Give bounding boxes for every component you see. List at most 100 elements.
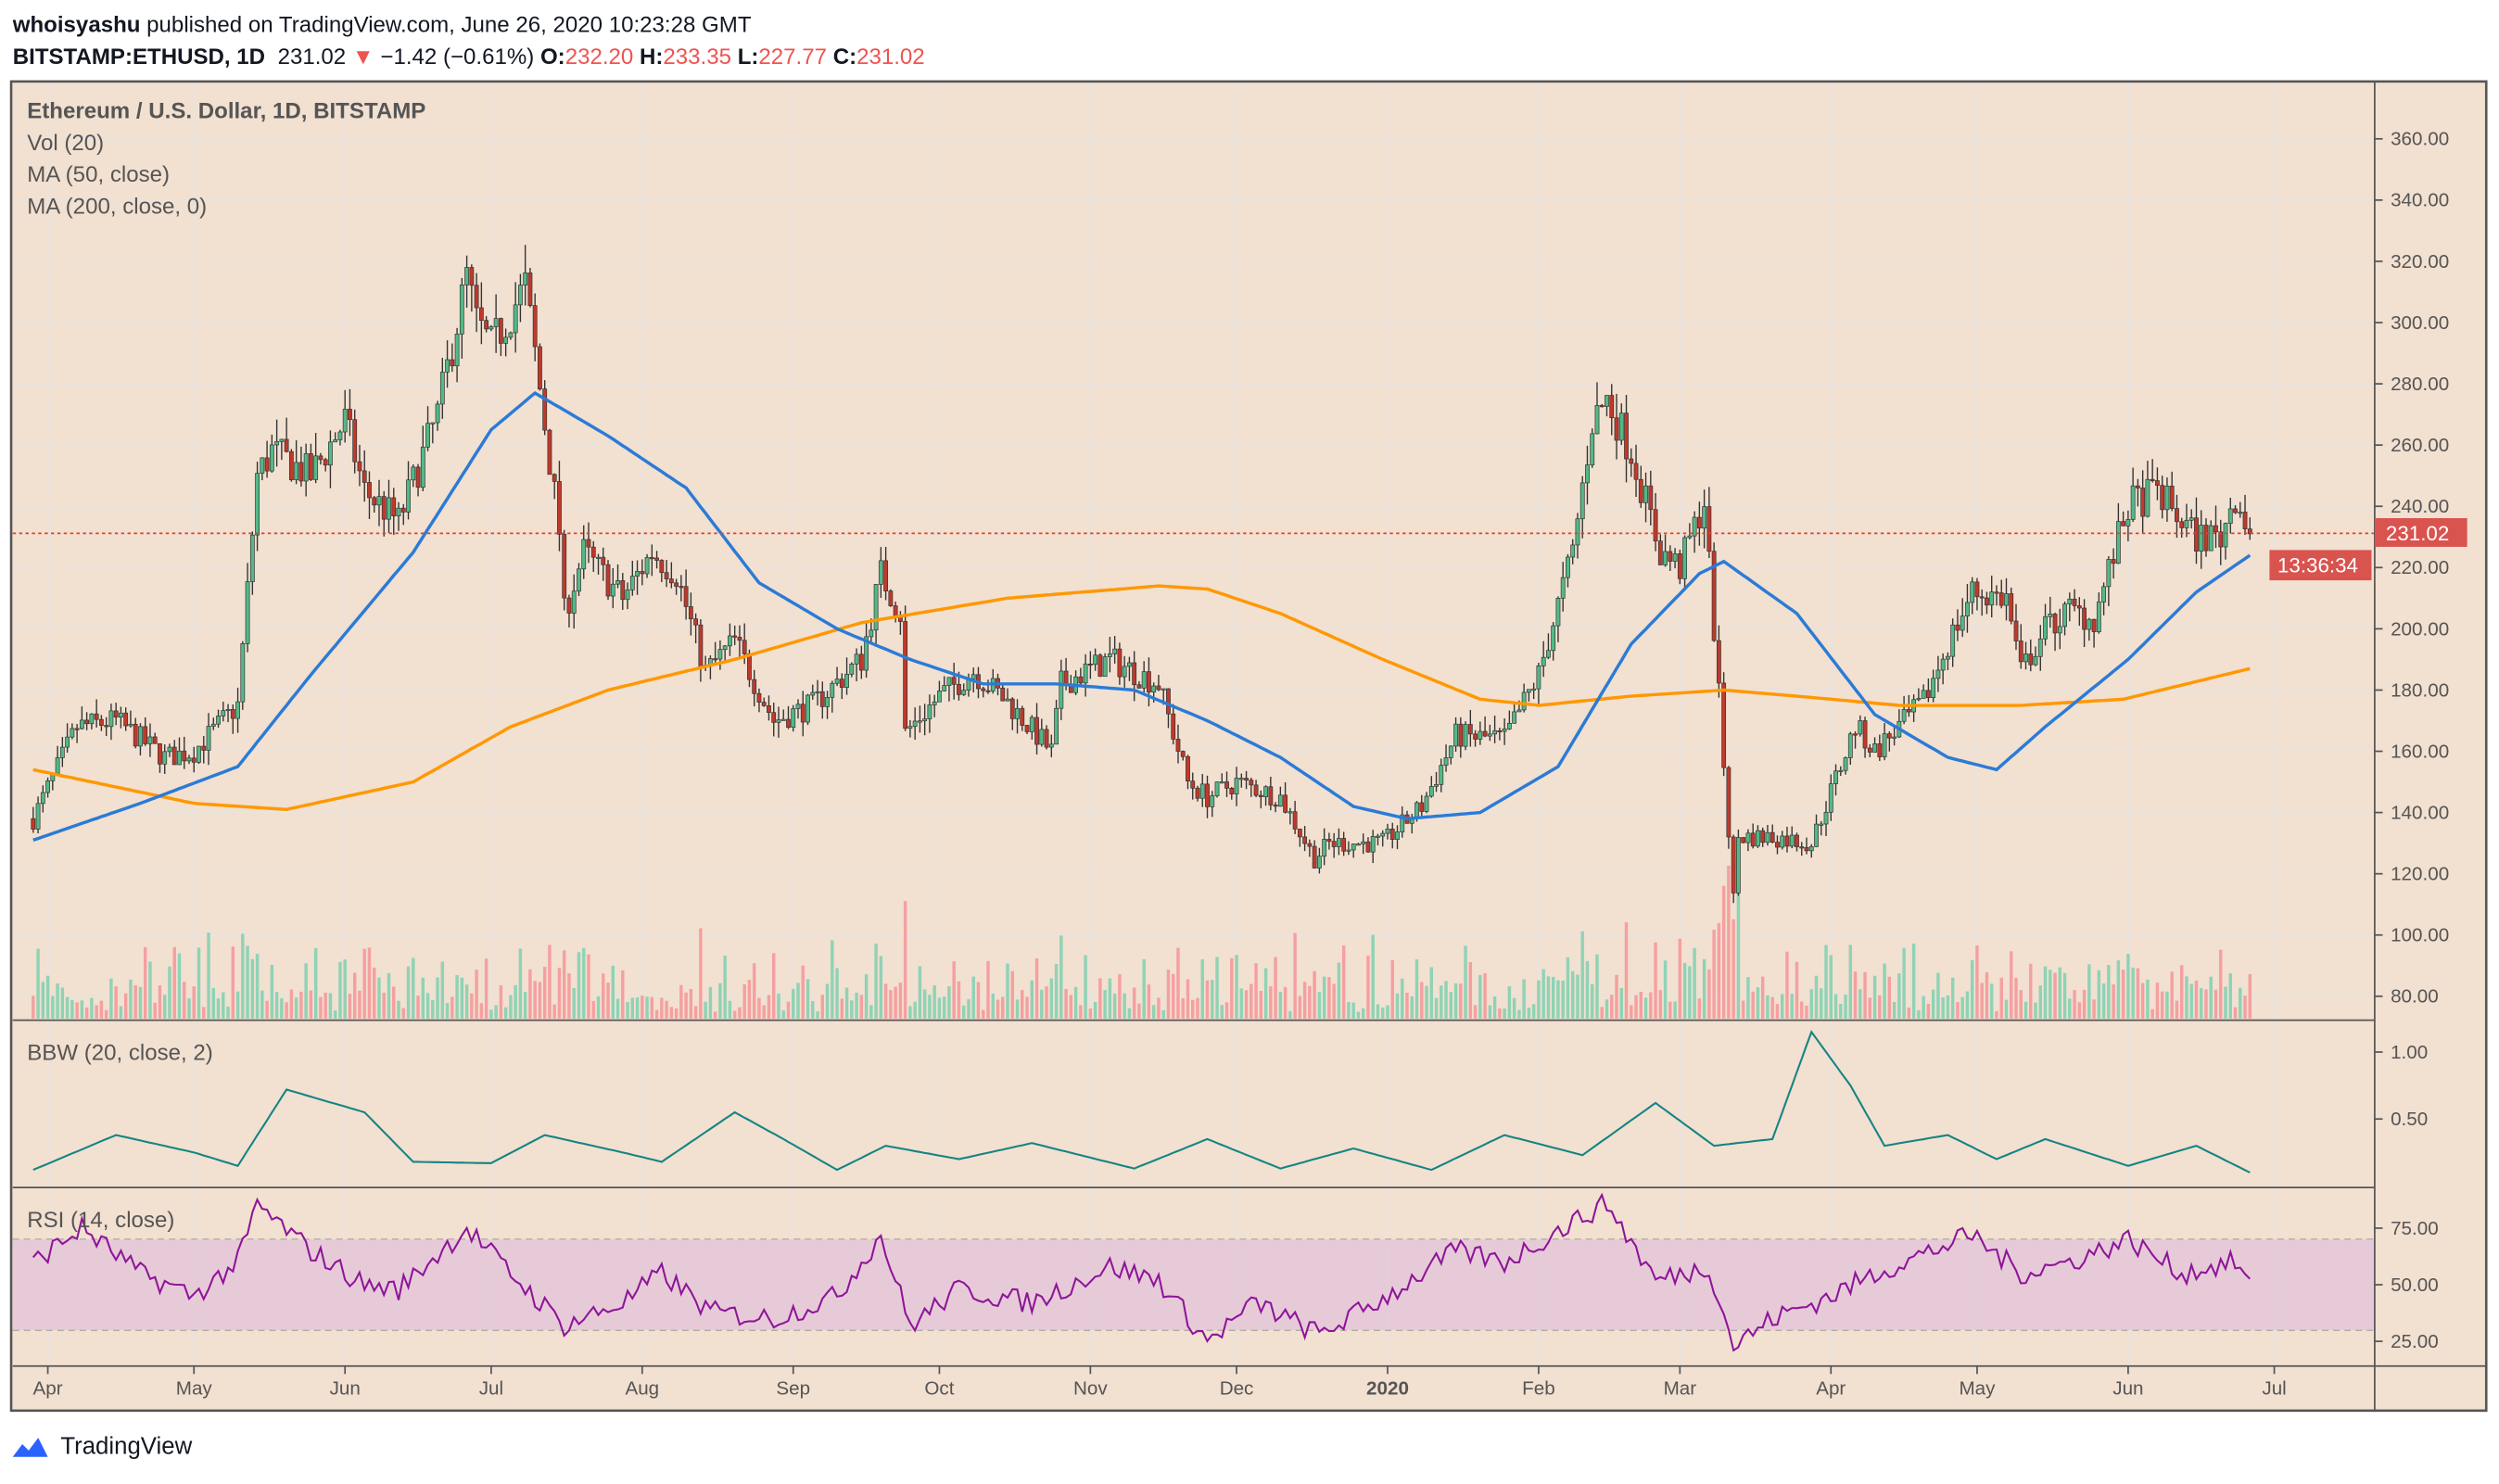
candle-up [1618, 412, 1624, 441]
volume-bar [2204, 989, 2208, 1019]
volume-bar [1351, 1002, 1355, 1019]
legend-ma200[interactable]: MA (200, close, 0) [27, 195, 207, 220]
candle-up [1989, 591, 1995, 606]
candle-down [586, 539, 591, 548]
legend-rsi[interactable]: RSI (14, close) [27, 1208, 174, 1233]
candle-up [225, 708, 231, 712]
candle-up [342, 409, 348, 433]
volume-bar [996, 999, 1000, 1019]
candle-up [235, 701, 240, 719]
candle-down [532, 305, 538, 348]
candle-down [1668, 551, 1673, 562]
volume-bar [844, 987, 849, 1019]
volume-bar [582, 947, 586, 1019]
candle-up [937, 691, 942, 703]
volume-bar [84, 1007, 89, 1019]
candle-up [1238, 778, 1244, 780]
candle-down [1365, 841, 1371, 853]
volume-bar [1161, 1009, 1165, 1019]
candle-down [1009, 698, 1015, 719]
candle-up [970, 674, 976, 679]
volume-bar [1274, 957, 1277, 1019]
price-axis[interactable]: 360.00 340.00 320.00 300.00 280.00 260.00 240.… [2374, 129, 2449, 1352]
volume-bar [1503, 1008, 1506, 1019]
candle-up [1819, 823, 1824, 826]
candle-down [547, 429, 552, 476]
candle-down [1998, 592, 2004, 606]
candle-up [313, 455, 319, 480]
volume-bar [1464, 945, 1467, 1019]
candles [31, 245, 2252, 904]
candle-down [143, 726, 148, 744]
volume-bar [567, 972, 571, 1019]
volume-bar [1386, 1005, 1389, 1019]
candle-up [1029, 717, 1034, 732]
candle-up [387, 497, 391, 520]
candle-up [2037, 638, 2043, 657]
volume-bar [947, 986, 951, 1019]
volume-bar [1073, 986, 1078, 1019]
candle-up [1059, 670, 1064, 709]
volume-bar [1405, 992, 1409, 1019]
candle-down [1389, 829, 1395, 840]
candle-down [562, 534, 567, 599]
candle-down [1614, 417, 1619, 441]
candle-up [806, 694, 810, 723]
volume-bar [1235, 955, 1238, 1019]
candle-up [644, 557, 650, 575]
candle-down [1147, 671, 1151, 692]
legend-bbw[interactable]: BBW (20, close, 2) [27, 1041, 213, 1066]
time-axis[interactable]: Apr May Jun Jul Aug Sep Oct Nov Dec 2020 Feb Mar Apr… [33, 1365, 2287, 1400]
volume-bar [222, 992, 225, 1019]
candle-down [1020, 707, 1025, 726]
volume-bar [1917, 1009, 1921, 1019]
candle-up [1151, 685, 1157, 692]
candle-up [1566, 556, 1570, 578]
volume-bar [1820, 988, 1823, 1019]
time-tick-label: Oct [924, 1378, 954, 1400]
volume-bar [1591, 983, 1594, 1019]
volume-bar [723, 956, 727, 1019]
candle-up [922, 718, 928, 722]
volume-bar [1766, 995, 1770, 1019]
volume-bar [2058, 967, 2062, 1019]
time-tick-label: Jun [330, 1378, 361, 1400]
volume-bar [2140, 983, 2145, 1019]
candle-down [527, 273, 533, 307]
volume-bar [1112, 993, 1117, 1019]
volume-bar [2029, 963, 2033, 1019]
volume-bar [528, 969, 532, 1019]
volume-bar [874, 944, 878, 1019]
candle-up [1916, 698, 1922, 701]
legend-vol[interactable]: Vol (20) [27, 131, 104, 156]
volume-bar [952, 961, 956, 1019]
candle-down [605, 564, 611, 597]
volume-bar [1892, 1001, 1896, 1019]
volume-bar [274, 992, 279, 1019]
candle-up [610, 583, 615, 597]
volume-bar [1278, 991, 1283, 1019]
legend-ma50[interactable]: MA (50, close) [27, 162, 170, 187]
volume-bar [523, 992, 527, 1019]
volume-bar [855, 992, 858, 1019]
candle-up [1512, 711, 1517, 724]
candle-down [1458, 723, 1464, 747]
candle-down [123, 712, 129, 727]
tradingview-logo[interactable]: TradingView [12, 1433, 193, 1459]
volume-bar [1327, 977, 1331, 1019]
volume-bar [1483, 972, 1487, 1019]
author-name[interactable]: whoisyashu [12, 13, 141, 38]
candle-up [1005, 698, 1010, 702]
volume-bar [693, 1006, 698, 1019]
candle-down [883, 560, 889, 591]
volume-bar [850, 1000, 854, 1019]
candle-up [1083, 663, 1088, 684]
low-value: 227.77 [758, 44, 827, 70]
candle-up [912, 720, 918, 728]
volume-bar [343, 959, 347, 1019]
volume-bar [1580, 931, 1584, 1019]
volume-bar [1693, 947, 1696, 1019]
volume-bar [1732, 919, 1735, 1019]
countdown-value: 13:36:34 [2277, 553, 2358, 577]
